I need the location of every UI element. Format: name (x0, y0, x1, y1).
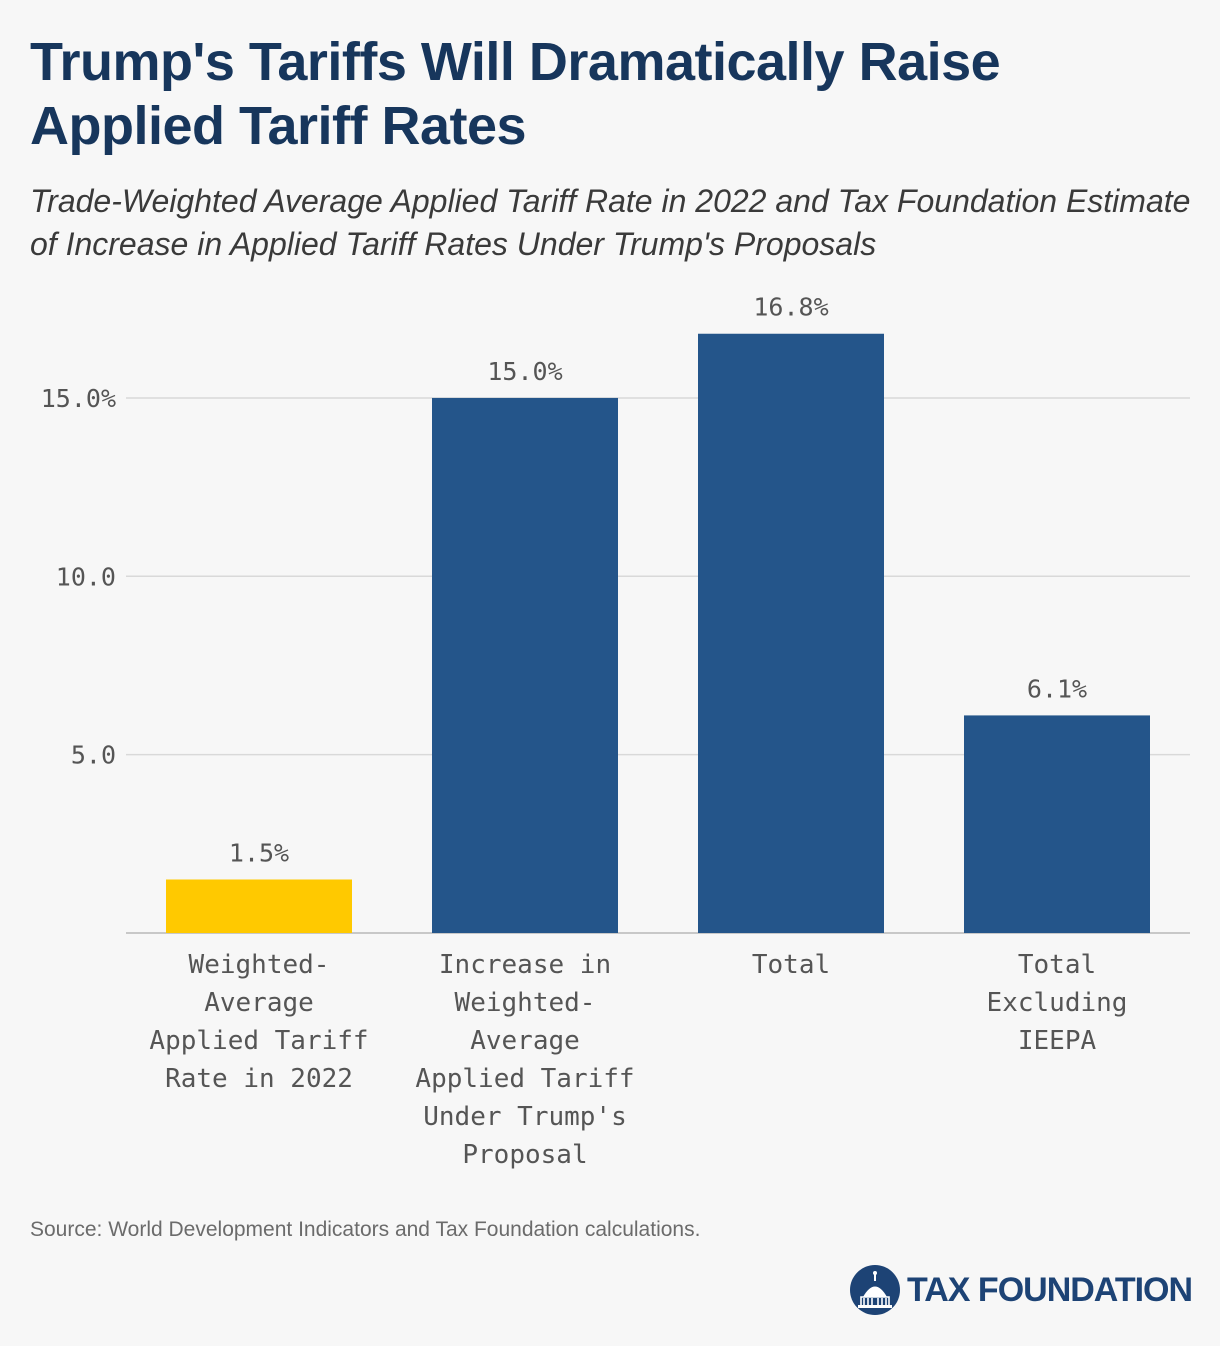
x-tick-label: Weighted- (189, 950, 330, 980)
data-label: 1.5% (229, 838, 289, 867)
source-note: Source: World Development Indicators and… (30, 1218, 701, 1241)
x-tick-label: Average (470, 1026, 580, 1056)
y-tick-label: 15.0% (41, 384, 116, 413)
chart-title: Trump's Tariffs Will Dramatically Raise … (30, 32, 1001, 156)
brand-name: TAX FOUNDATION (907, 1270, 1193, 1309)
x-tick-label: Applied Tariff (415, 1064, 634, 1094)
bar (166, 879, 352, 933)
data-label: 6.1% (1027, 674, 1087, 703)
x-tick-label: Rate in 2022 (165, 1064, 353, 1094)
bar (698, 333, 884, 933)
x-tick-label: Total (752, 950, 830, 980)
x-tick-label: Excluding (987, 988, 1128, 1018)
y-tick-label: 10.0 (56, 562, 116, 591)
capitol-dome-icon (850, 1265, 900, 1315)
x-tick-label: Applied Tariff (149, 1026, 368, 1056)
x-tick-label: Proposal (462, 1140, 587, 1170)
y-tick-label: 5.0 (71, 741, 116, 770)
x-tick-label: Weighted- (455, 988, 596, 1018)
x-tick-label: Total (1018, 950, 1096, 980)
x-tick-label: Under Trump's (423, 1102, 627, 1132)
data-label: 15.0% (487, 357, 562, 386)
tax-foundation-logo: TAX FOUNDATION (849, 1262, 1193, 1318)
x-tick-label: Average (204, 988, 314, 1018)
chart-subtitle: Trade-Weighted Average Applied Tariff Ra… (30, 183, 1191, 262)
bar (964, 715, 1150, 933)
x-tick-label: IEEPA (1018, 1026, 1097, 1056)
bar (432, 397, 618, 933)
x-tick-label: Increase in (439, 950, 611, 980)
data-label: 16.8% (753, 293, 828, 322)
